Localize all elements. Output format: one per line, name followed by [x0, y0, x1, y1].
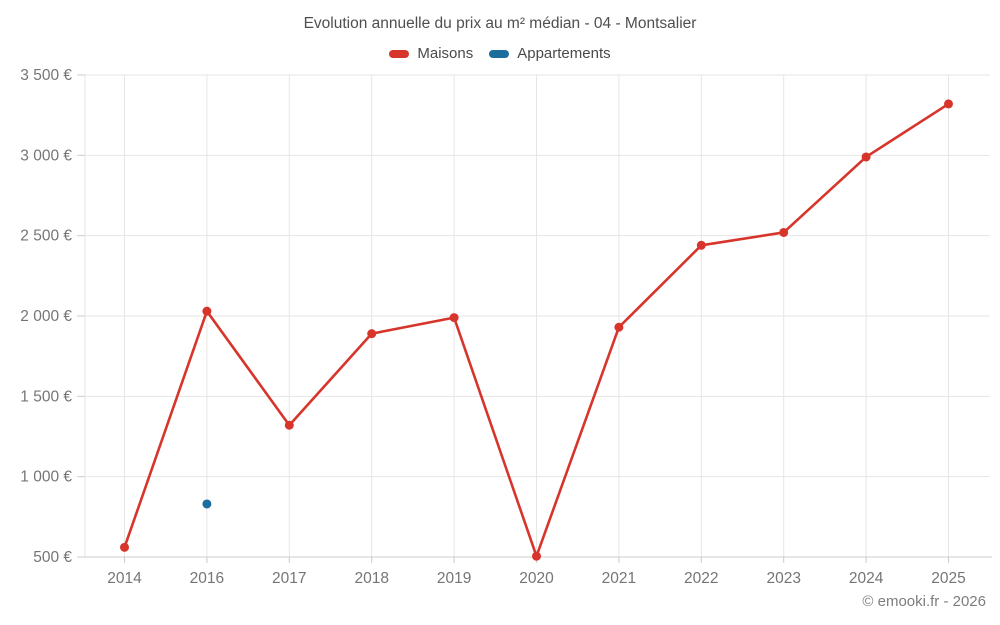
- maisons-data-point[interactable]: [944, 99, 953, 109]
- x-axis-label: 2016: [190, 570, 224, 587]
- maisons-data-point[interactable]: [532, 551, 541, 561]
- maisons-data-point[interactable]: [449, 313, 459, 323]
- maisons-color-swatch-icon: [389, 49, 410, 58]
- legend-label-appartements: Appartements: [517, 45, 611, 62]
- legend: Maisons Appartements: [0, 45, 1000, 62]
- x-axis-label: 2023: [766, 570, 800, 587]
- y-axis-label: 1 000 €: [20, 469, 72, 486]
- legend-item-appartements[interactable]: Appartements: [489, 45, 611, 62]
- x-axis-label: 2022: [684, 570, 718, 587]
- maisons-data-point[interactable]: [861, 152, 871, 162]
- appartements-color-swatch-icon: [489, 49, 510, 58]
- x-axis-label: 2024: [849, 570, 884, 587]
- y-axis-label: 500 €: [33, 549, 72, 566]
- x-axis-label: 2019: [437, 570, 471, 587]
- legend-label-maisons: Maisons: [417, 45, 474, 62]
- y-axis-label: 3 000 €: [20, 147, 72, 164]
- x-axis-label: 2020: [519, 570, 554, 587]
- maisons-data-point[interactable]: [284, 420, 294, 430]
- x-axis-label: 2017: [272, 570, 306, 587]
- maisons-data-point[interactable]: [202, 306, 212, 316]
- maisons-data-point[interactable]: [696, 240, 706, 250]
- y-axis-label: 3 500 €: [20, 67, 72, 84]
- legend-item-maisons[interactable]: Maisons: [389, 45, 473, 62]
- maisons-data-point[interactable]: [779, 227, 789, 237]
- footer-credit: © emooki.fr - 2026: [862, 593, 986, 610]
- maisons-data-point[interactable]: [614, 322, 624, 332]
- x-axis-label: 2018: [354, 570, 388, 587]
- y-axis-label: 2 500 €: [20, 228, 72, 245]
- maisons-data-point[interactable]: [120, 542, 129, 552]
- appartements-data-point[interactable]: [202, 499, 212, 509]
- y-axis-label: 1 500 €: [20, 388, 72, 405]
- chart-title: Evolution annuelle du prix au m² médian …: [303, 15, 697, 32]
- maisons-data-point[interactable]: [367, 329, 377, 339]
- x-axis-label: 2021: [602, 570, 636, 587]
- x-axis-label: 2014: [107, 570, 142, 587]
- y-axis-label: 2 000 €: [20, 308, 72, 325]
- x-axis-label: 2025: [931, 570, 965, 587]
